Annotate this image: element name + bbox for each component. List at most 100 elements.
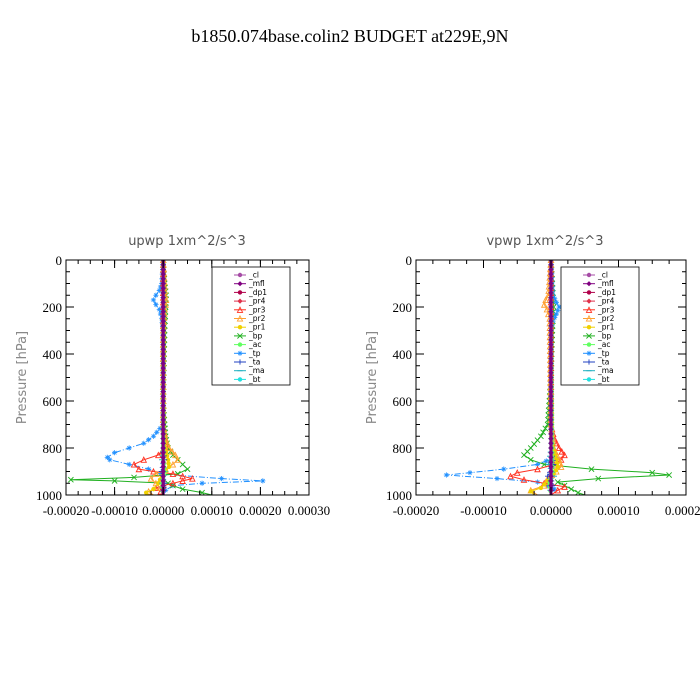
legend-marker (237, 377, 243, 382)
series-marker-mfl (548, 454, 554, 460)
legend-label: _bt (597, 375, 610, 384)
series-marker-tp (107, 457, 113, 463)
series-marker-tp (156, 306, 162, 312)
series-marker-tp (153, 302, 159, 308)
series-marker-bp (595, 475, 602, 482)
y-tick-label: 600 (43, 394, 63, 409)
series-marker-pr2 (147, 474, 155, 482)
legend-marker (237, 342, 243, 347)
series-marker-pr3 (179, 477, 186, 484)
series-marker-tp (555, 307, 561, 314)
series-marker-mfl (160, 370, 166, 376)
series-marker-tp (156, 287, 162, 294)
series-marker-mfl (160, 351, 166, 357)
legend: _cl_mfl_dp1_pr4_pr3_pr2_pr1_bp_ac_tp_ta_… (560, 266, 640, 386)
y-tick-label: 1000 (36, 488, 62, 503)
series-marker-tp (112, 450, 118, 456)
legend-marker (237, 359, 243, 365)
series-marker-mfl (548, 412, 554, 418)
series-marker-mfl (548, 459, 554, 465)
y-tick-label: 400 (393, 347, 413, 362)
series-marker-pr2 (152, 470, 160, 477)
series-marker-pr1 (553, 468, 558, 473)
series-marker-bp (199, 489, 205, 495)
series-marker-mfl (548, 318, 554, 324)
legend-label: _pr3 (597, 305, 615, 314)
series-marker-mfl (548, 337, 554, 343)
series-marker-mfl (548, 403, 554, 409)
series-marker-tp (150, 433, 157, 439)
series-marker-mfl (548, 426, 554, 432)
series-marker-mfl (548, 327, 554, 334)
series-line-bp (70, 260, 212, 495)
legend-label: _pr2 (248, 314, 266, 323)
series-marker-mfl (548, 407, 554, 413)
series-marker-pr1 (555, 464, 560, 469)
series-marker-mfl (548, 389, 554, 395)
series-marker-mfl (160, 412, 166, 418)
x-tick-label: 0.00020 (665, 503, 700, 518)
series-marker-pr3 (169, 470, 177, 477)
series-marker-tp (141, 440, 147, 446)
series-marker-pr2 (172, 451, 179, 459)
series-marker-mfl (160, 313, 166, 319)
legend-label: _bt (248, 375, 261, 384)
series-marker-mfl (160, 327, 166, 334)
y-axis-label: Pressure [hPa] (15, 331, 30, 424)
legend-marker (586, 272, 592, 278)
series-marker-pr1 (164, 453, 170, 459)
series-marker-mfl (160, 365, 166, 371)
series-marker-mfl (160, 426, 166, 432)
series-marker-pr1 (538, 485, 544, 491)
series-marker-pr1 (156, 481, 161, 486)
series-marker-mfl (548, 351, 554, 357)
legend-marker (237, 325, 243, 330)
x-tick-label: 0.00010 (191, 503, 233, 518)
legend-label: _dp1 (248, 288, 267, 297)
series-marker-mfl (548, 299, 554, 305)
legend-label: _pr2 (597, 314, 615, 323)
series-marker-mfl (548, 468, 554, 475)
series-marker-mfl (160, 295, 166, 301)
series-marker-tp (218, 475, 225, 482)
legend-marker (237, 290, 243, 295)
series-marker-tp (494, 475, 500, 482)
legend-marker (586, 290, 592, 295)
series-marker-tp (443, 472, 449, 478)
legend-label: _tp (597, 349, 610, 358)
series-marker-mfl (160, 280, 166, 287)
series-marker-mfl (548, 280, 554, 287)
x-tick-label: 0.00030 (288, 503, 330, 518)
series-marker-pr3 (555, 444, 563, 452)
series-marker-mfl (548, 309, 554, 315)
series-marker-pr3 (561, 451, 568, 459)
series-marker-pr2 (168, 447, 176, 455)
series-marker-pr3 (554, 486, 562, 494)
series-marker-mfl (160, 384, 166, 390)
legend-marker (586, 342, 592, 347)
series-marker-tp (534, 461, 541, 468)
series-marker-tp (157, 284, 164, 290)
series-marker-pr3 (520, 476, 528, 483)
series-marker-tp (467, 470, 473, 476)
y-tick-label: 200 (393, 300, 413, 315)
series-marker-tp (157, 425, 163, 432)
series-marker-mfl (548, 323, 554, 329)
series-marker-pr3 (140, 456, 148, 463)
series-marker-mfl (160, 323, 166, 329)
legend: _cl_mfl_dp1_pr4_pr3_pr2_pr1_bp_ac_tp_ta_… (211, 266, 291, 386)
series-marker-pr2 (543, 305, 551, 313)
series-marker-pr3 (130, 460, 138, 468)
series-marker-mfl (160, 309, 166, 315)
series-marker-mfl (160, 393, 166, 399)
series-marker-bp (575, 489, 581, 495)
legend-marker (586, 298, 592, 304)
x-tick-label: 0.00020 (239, 503, 281, 518)
series-marker-pr3 (135, 465, 143, 473)
series-marker-pr2 (165, 444, 173, 452)
y-tick-label: 800 (393, 441, 413, 456)
series-marker-mfl (548, 313, 554, 319)
series-line-pr2 (147, 260, 179, 495)
series-marker-tp (153, 292, 159, 298)
